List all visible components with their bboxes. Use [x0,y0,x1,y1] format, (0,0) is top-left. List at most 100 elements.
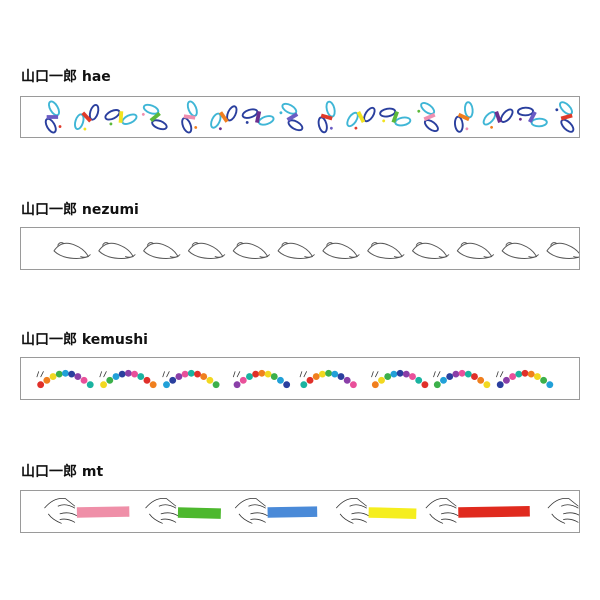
caterpillar-antenna [299,371,308,378]
caterpillar-segment [283,381,291,389]
caterpillar-segment [337,373,345,381]
mouse-sketch [412,242,450,259]
caterpillar-segment [483,381,491,389]
caterpillar-segment [471,373,478,381]
caterpillar-segment [477,376,485,384]
caterpillar-segment [181,370,189,378]
butterfly-wing [420,101,436,115]
butterfly-dot [83,127,87,131]
mouse-sketch [143,242,181,259]
caterpillar-segment [37,381,45,389]
butterfly-dot [354,126,358,130]
butterfly-body [494,110,502,124]
butterfly-dot [382,119,386,123]
mouse-sketch [187,242,226,259]
caterpillar-segment [277,376,284,384]
hand-sketch [145,497,179,524]
butterfly-body [183,114,196,120]
caterpillar-segment [521,369,529,377]
caterpillar-pattern [36,369,554,389]
caterpillar-segment [149,381,157,389]
butterfly-wing [226,105,238,122]
caterpillar-segment [169,376,177,384]
caterpillar-segment [527,370,535,378]
caterpillar-segment [402,370,410,378]
butterfly-wing [287,119,304,132]
caterpillar-segment [43,376,51,384]
butterfly-wing [121,113,138,125]
caterpillar-antenna [162,371,170,378]
caterpillar-antenna [99,371,107,378]
caterpillar-segment [55,370,63,378]
caterpillar-segment [86,381,94,389]
caterpillar-segment [378,376,385,384]
caterpillar-segment [270,373,278,381]
butterfly-body [149,111,161,123]
butterfly [516,106,548,128]
butterfly-wing [325,100,336,118]
caterpillar-segment [349,381,357,389]
tape-piece [458,505,530,518]
butterfly-body [320,113,333,121]
caterpillar-segment [118,370,126,378]
caterpillar-segment [212,381,220,389]
mouse-sketch [501,242,539,259]
butterfly-dot [58,125,62,128]
butterfly-wing [74,113,85,131]
butterfly-body [118,111,124,123]
caterpillar-segment [452,370,460,378]
caterpillar-segment [106,376,114,384]
butterfly-wing [281,102,298,115]
caterpillar-segment [502,376,510,384]
caterpillar-segment [233,381,241,389]
butterfly-body [81,111,92,123]
caterpillar-antenna [371,371,379,378]
butterfly [74,103,100,131]
butterfly-wing [500,108,514,123]
butterfly-wing [530,117,548,128]
butterfly [555,101,575,133]
caterpillar-segment [239,376,247,384]
hand-tape-pattern [44,497,579,524]
tape-strip-mt [20,490,580,533]
butterfly-wing [104,109,121,121]
mouse-pattern [53,242,579,259]
mouse-sketch [98,242,136,259]
tape-strip-nezumi [20,227,580,270]
caterpillar-segment [143,376,151,384]
butterfly-body [356,111,366,123]
butterfly-dot [194,126,198,129]
butterfly-body [560,113,573,121]
tape-piece [177,507,221,519]
butterfly-wing [151,119,168,131]
butterfly [104,109,138,126]
caterpillar-segment [300,381,308,389]
tape-piece [267,506,318,518]
caterpillar-segment [112,373,120,381]
mouse-sketch [53,242,91,259]
butterfly-dot [465,127,469,131]
hand-sketch [547,497,579,524]
caterpillar-segment [343,376,351,384]
caterpillar-segment [264,370,272,378]
butterfly-dot [141,112,145,116]
caterpillar-segment [458,369,466,377]
butterfly-body [391,110,399,124]
tape-strip-kemushi [20,357,580,400]
product-label-nezumi: 山口一郎 nezumi [21,202,139,218]
butterfly [482,108,514,129]
caterpillar-segment [312,373,320,381]
caterpillar-segment [318,370,326,378]
butterfly-wing [463,101,474,119]
caterpillar-antenna [232,371,241,378]
caterpillar-segment [80,376,88,384]
butterfly-wing [379,107,397,118]
caterpillar-segment [137,373,145,381]
butterfly [317,100,336,134]
tape-piece [76,506,130,518]
product-label-hae: 山口一郎 hae [21,69,111,85]
butterfly-wing [48,100,60,117]
hand-sketch [44,497,78,524]
caterpillar-segment [446,373,454,381]
caterpillar-segment [440,376,447,384]
